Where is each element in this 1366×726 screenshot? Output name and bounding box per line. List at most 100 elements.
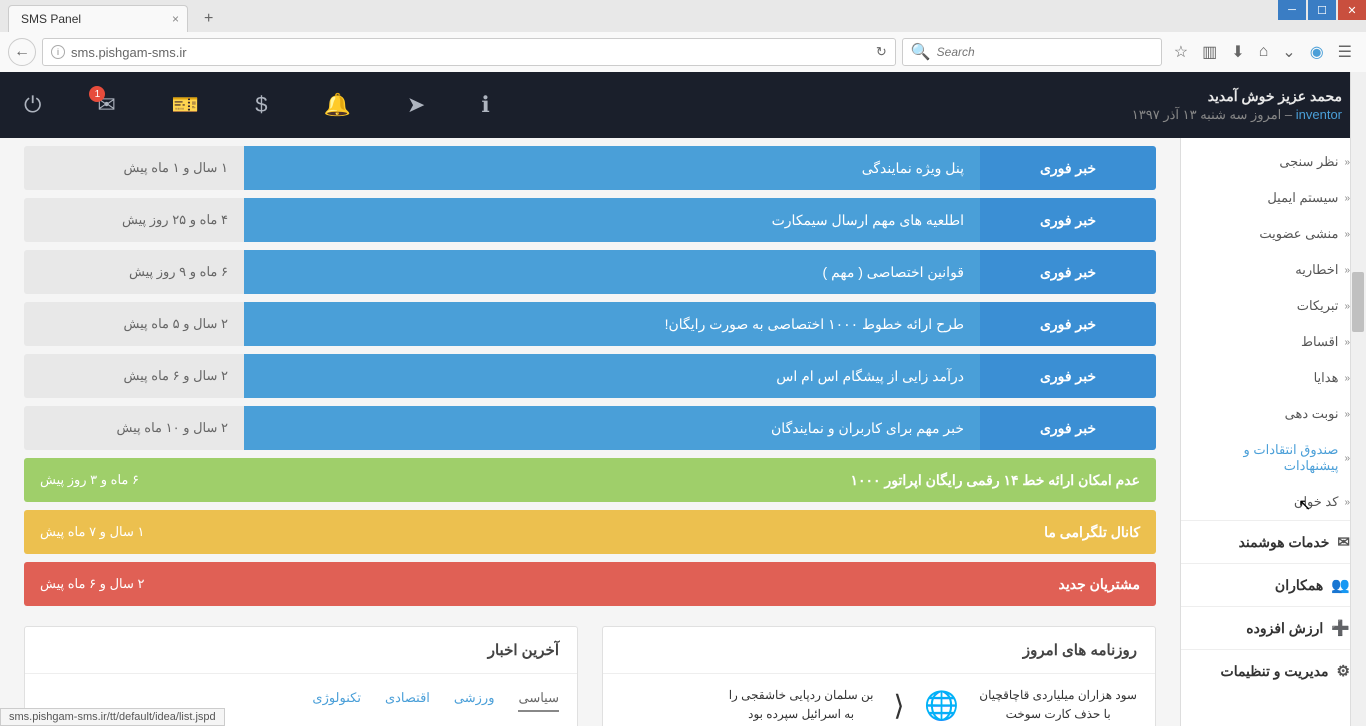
category-icon: 👥 — [1331, 576, 1350, 594]
username: inventor — [1296, 107, 1342, 122]
power-icon[interactable]: ⏻ — [24, 92, 41, 118]
window-close-button[interactable]: ✕ — [1338, 0, 1366, 20]
welcome-text: محمد عزیز خوش آمدید — [1132, 88, 1342, 105]
news-title: پنل ویژه نمایندگی — [244, 146, 980, 190]
news-title: کانال تلگرامی ما — [144, 524, 1140, 541]
sidebar-category-1[interactable]: 👥 همکاران — [1181, 563, 1366, 606]
globe-icon: 🌐 — [924, 689, 959, 722]
sidebar-item-6[interactable]: «هدایا — [1181, 360, 1366, 396]
main-layout: «نظر سنجی«سیستم ایمیل«منشی عضویت«اخطاریه… — [0, 138, 1366, 726]
home-icon[interactable]: ⌂ — [1259, 43, 1269, 61]
url-bar: ← i sms.pishgam-sms.ir ↻ 🔍 ☆ ▥ ⬇ ⌂ ⌄ ◉ ☰ — [0, 32, 1366, 72]
sidebar-item-label: اقساط — [1301, 334, 1338, 350]
library-icon[interactable]: ▥ — [1202, 42, 1217, 62]
scrollbar-thumb[interactable] — [1352, 272, 1364, 332]
category-icon: ➕ — [1331, 619, 1350, 637]
nav-back-button[interactable]: ← — [8, 38, 36, 66]
news-tab-0[interactable]: سیاسی — [518, 686, 559, 712]
sidebar-item-label: نوبت دهی — [1285, 406, 1339, 422]
mail-badge: 1 — [89, 86, 105, 102]
download-icon[interactable]: ⬇ — [1231, 42, 1244, 62]
tab-close-icon[interactable]: × — [172, 12, 179, 26]
header-user-block: محمد عزیز خوش آمدید inventor – امروز سه … — [1132, 88, 1342, 123]
reload-icon[interactable]: ↻ — [876, 44, 887, 60]
news-time: ۶ ماه و ۹ روز پیش — [24, 250, 244, 294]
sidebar-item-label: نظر سنجی — [1279, 154, 1338, 170]
search-field[interactable]: 🔍 — [902, 38, 1162, 66]
sidebar-item-1[interactable]: «سیستم ایمیل — [1181, 180, 1366, 216]
new-tab-button[interactable]: + — [196, 6, 221, 32]
sidebar-category-3[interactable]: ⚙مدیریت و تنظیمات — [1181, 649, 1366, 692]
window-controls: ─ ☐ ✕ — [1278, 0, 1366, 20]
send-icon[interactable]: ➤ — [407, 92, 425, 118]
sidebar-category-0[interactable]: ✉ خدمات هوشمند — [1181, 520, 1366, 563]
news-tab-2[interactable]: اقتصادی — [385, 686, 430, 712]
sidebar-item-label: هدایا — [1314, 370, 1339, 386]
news-row-3[interactable]: خبر فوریطرح ارائه خطوط ۱۰۰۰ اختصاصی به ص… — [24, 302, 1156, 346]
sidebar-item-4[interactable]: «تبریکات — [1181, 288, 1366, 324]
news-time: ۶ ماه و ۳ روز پیش — [40, 472, 139, 488]
news-title: طرح ارائه خطوط ۱۰۰۰ اختصاصی به صورت رایگ… — [244, 302, 980, 346]
newspaper-headline-2: بن سلمان ردپایی خاشقجی را به اسرائیل سپر… — [729, 686, 874, 724]
pocket-icon[interactable]: ⌄ — [1282, 42, 1295, 62]
category-label: همکاران — [1275, 577, 1323, 594]
mail-icon[interactable]: ✉1 — [97, 92, 115, 118]
app-header: ⏻ ✉1 🎫 $ 🔔 ➤ ℹ محمد عزیز خوش آمدید inven… — [0, 72, 1366, 138]
url-field[interactable]: i sms.pishgam-sms.ir ↻ — [42, 38, 896, 66]
sidebar-item-label: سیستم ایمیل — [1267, 190, 1338, 206]
category-icon: ✉ — [1337, 533, 1350, 551]
window-maximize-button[interactable]: ☐ — [1308, 0, 1336, 20]
tab-bar: SMS Panel × + — [0, 0, 1366, 32]
browser-toolbar-icons: ☆ ▥ ⬇ ⌂ ⌄ ◉ ☰ — [1168, 42, 1358, 62]
news-row-1[interactable]: خبر فوریاطلعیه های مهم ارسال سیمکارت۴ ما… — [24, 198, 1156, 242]
bell-icon[interactable]: 🔔 — [324, 92, 351, 118]
news-title: خبر مهم برای کاربران و نمایندگان — [244, 406, 980, 450]
news-time: ۱ سال و ۷ ماه پیش — [40, 524, 144, 540]
sidebar-item-3[interactable]: «اخطاریه — [1181, 252, 1366, 288]
page-scrollbar[interactable] — [1350, 72, 1366, 726]
info-icon[interactable]: ℹ — [481, 92, 489, 118]
news-row-2[interactable]: خبر فوریقوانین اختصاصی ( مهم )۶ ماه و ۹ … — [24, 250, 1156, 294]
status-bar: sms.pishgam-sms.ir/tt/default/idea/list.… — [0, 708, 225, 726]
news-time: ۱ سال و ۱ ماه پیش — [24, 146, 244, 190]
date-line: inventor – امروز سه شنبه ۱۳ آذر ۱۳۹۷ — [1132, 107, 1342, 123]
news-tab-1[interactable]: ورزشی — [454, 686, 495, 712]
newspapers-body: سود هزاران میلیاردی قاچاقچیان با حذف کار… — [603, 674, 1155, 726]
category-label: خدمات هوشمند — [1239, 534, 1330, 551]
sidebar-item-0[interactable]: «نظر سنجی — [1181, 144, 1366, 180]
site-info-icon[interactable]: i — [51, 45, 65, 59]
ticket-icon[interactable]: 🎫 — [172, 92, 199, 118]
sidebar-item-9[interactable]: «کد خوان — [1181, 484, 1366, 520]
news-title: اطلعیه های مهم ارسال سیمکارت — [244, 198, 980, 242]
news-row-0[interactable]: خبر فوریپنل ویژه نمایندگی۱ سال و ۱ ماه پ… — [24, 146, 1156, 190]
sidebar-item-2[interactable]: «منشی عضویت — [1181, 216, 1366, 252]
sidebar-item-7[interactable]: «نوبت دهی — [1181, 396, 1366, 432]
sidebar-item-label: تبریکات — [1297, 298, 1339, 314]
menu-icon[interactable]: ☰ — [1338, 42, 1352, 62]
date-text: – امروز سه شنبه ۱۳ آذر ۱۳۹۷ — [1132, 107, 1296, 122]
sidebar-item-8[interactable]: «صندوق انتقادات و پیشنهادات — [1181, 432, 1366, 484]
browser-chrome: ─ ☐ ✕ SMS Panel × + ← i sms.pishgam-sms.… — [0, 0, 1366, 72]
news-row-7[interactable]: کانال تلگرامی ما۱ سال و ۷ ماه پیش — [24, 510, 1156, 554]
dollar-icon[interactable]: $ — [255, 92, 267, 118]
news-tag: خبر فوری — [980, 250, 1156, 294]
news-row-4[interactable]: خبر فوریدرآمد زایی از پیشگام اس ام اس۲ س… — [24, 354, 1156, 398]
news-title: قوانین اختصاصی ( مهم ) — [244, 250, 980, 294]
news-row-8[interactable]: مشتریان جدید۲ سال و ۶ ماه پیش — [24, 562, 1156, 606]
bookmark-star-icon[interactable]: ☆ — [1174, 42, 1188, 62]
browser-tab[interactable]: SMS Panel × — [8, 5, 188, 32]
news-row-6[interactable]: عدم امکان ارائه خط ۱۴ رقمی رایگان اپراتو… — [24, 458, 1156, 502]
news-row-5[interactable]: خبر فوریخبر مهم برای کاربران و نمایندگان… — [24, 406, 1156, 450]
news-tag: خبر فوری — [980, 198, 1156, 242]
sidebar-category-2[interactable]: ➕ارزش افزوده — [1181, 606, 1366, 649]
news-tab-3[interactable]: تکنولوژی — [312, 686, 361, 712]
account-icon[interactable]: ◉ — [1310, 42, 1324, 62]
sidebar-item-5[interactable]: «اقساط — [1181, 324, 1366, 360]
news-title: درآمد زایی از پیشگام اس ام اس — [244, 354, 980, 398]
news-time: ۲ سال و ۱۰ ماه پیش — [24, 406, 244, 450]
news-tag: خبر فوری — [980, 354, 1156, 398]
search-input[interactable] — [937, 45, 1153, 59]
window-minimize-button[interactable]: ─ — [1278, 0, 1306, 20]
sidebar-item-label: کد خوان — [1294, 494, 1339, 510]
category-icon: ⚙ — [1337, 662, 1350, 680]
